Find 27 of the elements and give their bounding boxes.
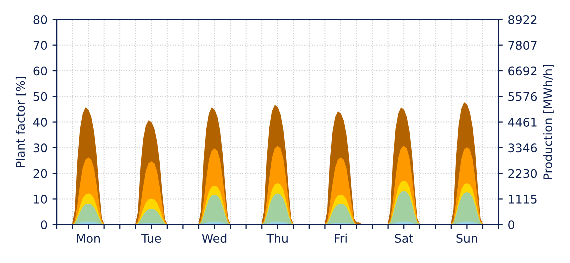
y-axis-title: Plant factor [%] [16, 77, 26, 168]
y2-tick-label: 7807 [508, 41, 537, 50]
y2-axis-title: Production [MWh/h] [543, 65, 554, 180]
x-tick-label: Sat [395, 234, 414, 244]
y-tick-label: 50 [34, 92, 48, 102]
y2-tick-label: 2230 [508, 169, 538, 178]
y-tick-label: 30 [34, 144, 48, 153]
y2-tick-label: 0 [508, 220, 515, 230]
y-tick-label: 80 [34, 15, 48, 24]
y-tick-label: 10 [34, 194, 48, 204]
y-tick-label: 40 [34, 118, 48, 127]
y2-tick-label: 4461 [508, 118, 537, 127]
x-tick-label: Sun [456, 234, 478, 244]
y2-tick-label: 6692 [508, 66, 537, 76]
x-tick-label: Mon [77, 234, 100, 244]
y-tick-label: 0 [41, 220, 48, 230]
y2-tick-label: 3346 [508, 144, 538, 153]
y-tick-label: 60 [34, 66, 48, 76]
x-tick-label: Thu [266, 234, 288, 244]
x-tick-label: Wed [202, 234, 227, 244]
x-tick-label: Tue [142, 234, 162, 244]
y2-tick-label: 5576 [508, 92, 538, 102]
y2-tick-label: 8922 [508, 15, 537, 24]
y2-tick-label: 1115 [509, 195, 537, 204]
y-tick-label: 20 [34, 169, 48, 178]
x-tick-label: Fri [335, 234, 347, 243]
y-tick-label: 70 [34, 41, 48, 50]
